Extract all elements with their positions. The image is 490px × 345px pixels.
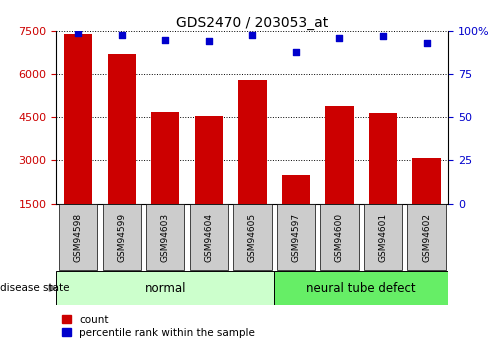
Text: neural tube defect: neural tube defect bbox=[306, 282, 416, 295]
Bar bbox=[195, 116, 223, 204]
Point bbox=[379, 33, 387, 39]
Point bbox=[292, 49, 300, 55]
Bar bbox=[277, 204, 315, 270]
Text: GSM94604: GSM94604 bbox=[204, 213, 213, 262]
Bar bbox=[282, 175, 310, 204]
Title: GDS2470 / 203053_at: GDS2470 / 203053_at bbox=[176, 16, 328, 30]
Point bbox=[205, 39, 213, 44]
Bar bbox=[407, 204, 446, 270]
Point bbox=[161, 37, 169, 42]
Bar bbox=[64, 34, 92, 204]
Text: GSM94598: GSM94598 bbox=[74, 213, 83, 262]
Text: GSM94603: GSM94603 bbox=[161, 213, 170, 262]
Bar bbox=[56, 271, 274, 305]
Bar bbox=[59, 204, 98, 270]
Bar bbox=[233, 204, 271, 270]
Bar bbox=[190, 204, 228, 270]
Bar bbox=[146, 204, 184, 270]
Legend: count, percentile rank within the sample: count, percentile rank within the sample bbox=[62, 315, 255, 338]
Text: GSM94597: GSM94597 bbox=[292, 213, 300, 262]
Point bbox=[74, 30, 82, 36]
Point bbox=[118, 32, 125, 37]
Text: GSM94600: GSM94600 bbox=[335, 213, 344, 262]
Bar bbox=[151, 111, 179, 204]
Bar bbox=[274, 271, 448, 305]
Text: normal: normal bbox=[145, 282, 186, 295]
Text: GSM94605: GSM94605 bbox=[248, 213, 257, 262]
Bar bbox=[413, 158, 441, 204]
Text: disease state: disease state bbox=[0, 283, 70, 293]
Bar bbox=[238, 80, 267, 204]
Text: GSM94601: GSM94601 bbox=[378, 213, 388, 262]
Point bbox=[336, 35, 343, 41]
Bar bbox=[369, 113, 397, 204]
Bar bbox=[325, 106, 354, 204]
Bar bbox=[102, 204, 141, 270]
Point bbox=[423, 40, 431, 46]
Point bbox=[248, 32, 256, 37]
Bar bbox=[320, 204, 359, 270]
Text: GSM94599: GSM94599 bbox=[117, 213, 126, 262]
Bar bbox=[107, 54, 136, 204]
Bar bbox=[364, 204, 402, 270]
Text: GSM94602: GSM94602 bbox=[422, 213, 431, 262]
